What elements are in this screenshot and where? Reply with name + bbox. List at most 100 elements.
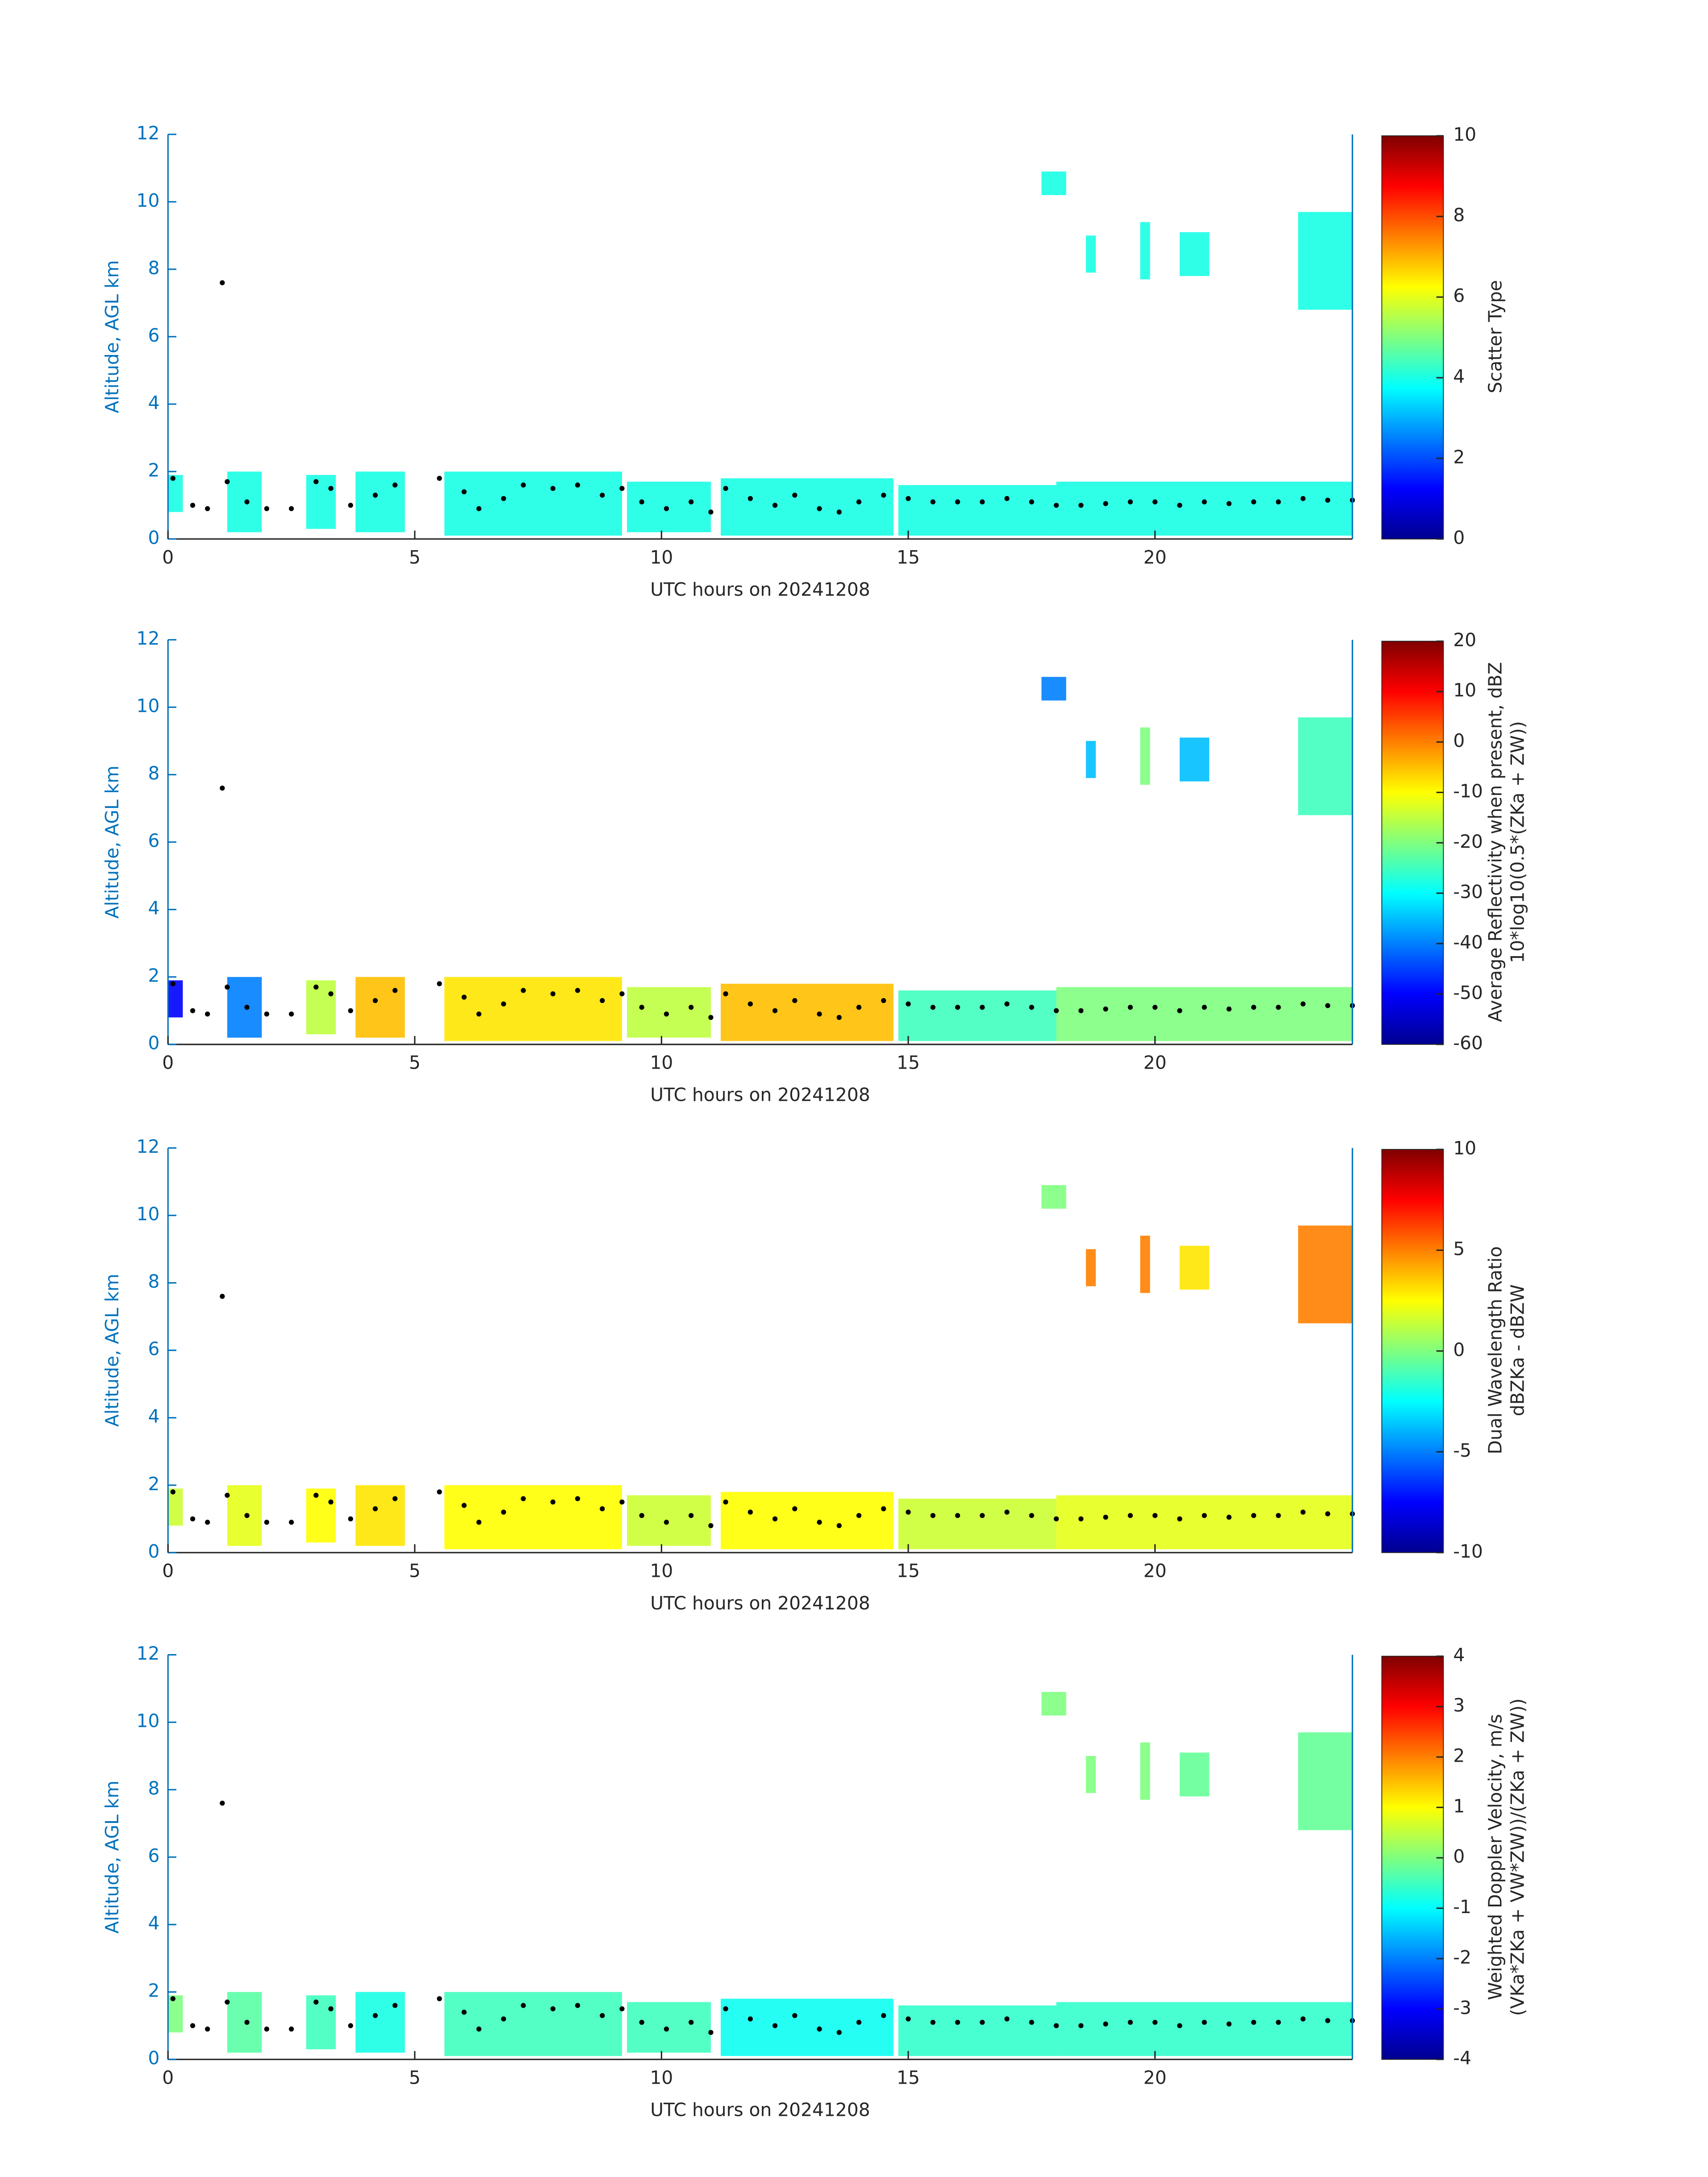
echo xyxy=(721,1998,894,2056)
colorbar-tick-label: -60 xyxy=(1453,1032,1483,1054)
cloud-base-point xyxy=(1103,1006,1108,1012)
cloud-base-point xyxy=(619,991,625,997)
x-tick-label: 0 xyxy=(162,2067,174,2089)
echo xyxy=(444,1992,622,2056)
colorbar-tick-label: 2 xyxy=(1453,1745,1465,1766)
cloud-base-point xyxy=(205,1520,210,1525)
y-tick-label: 8 xyxy=(148,257,159,279)
cloud-base-point xyxy=(1251,1513,1257,1518)
cloud-base-point xyxy=(461,2010,467,2015)
cloud-base-point xyxy=(664,2027,669,2032)
cloud-base-point xyxy=(264,1011,269,1017)
cloud-base-point xyxy=(817,1011,822,1017)
cloud-base-point xyxy=(619,486,625,491)
cloud-base-point xyxy=(205,1011,210,1017)
cloud-base-point xyxy=(930,1513,935,1518)
x-axis-label: UTC hours on 20241208 xyxy=(650,1084,870,1106)
cloud-base-point xyxy=(476,1011,482,1017)
colorbar-tick-label: -30 xyxy=(1453,881,1483,903)
cloud-base-point xyxy=(1177,1008,1182,1013)
cloud-base-point xyxy=(930,1005,935,1010)
echo xyxy=(168,980,183,1018)
cloud-base-point xyxy=(689,2019,694,2025)
cloud-base-point xyxy=(980,1005,985,1010)
colorbar-label: Average Reflectivity when present, dBZ xyxy=(1485,662,1506,1022)
colorbar-tick-label: 10 xyxy=(1453,124,1476,145)
cloud-base-point xyxy=(1004,1001,1010,1007)
x-tick-label: 15 xyxy=(897,1052,920,1074)
cloud-base-point xyxy=(437,1996,442,2002)
cloud-base-point xyxy=(1325,2018,1331,2023)
cloud-base-point xyxy=(1177,1516,1182,1521)
colorbar-tick-label: 5 xyxy=(1453,1238,1465,1260)
cloud-base-point xyxy=(521,2003,526,2008)
echo xyxy=(1298,717,1353,815)
y-tick-label: 8 xyxy=(148,1271,159,1292)
echo xyxy=(1056,987,1353,1041)
cloud-base-point xyxy=(1053,2023,1059,2028)
x-tick-label: 15 xyxy=(897,2067,920,2089)
echo xyxy=(1086,235,1096,273)
cloud-base-point xyxy=(856,499,862,505)
y-axis-label: Altitude, AGL km xyxy=(101,1274,123,1427)
echo xyxy=(1179,737,1210,781)
echo xyxy=(898,1498,1057,1550)
cloud-base-point xyxy=(1202,1005,1207,1010)
cloud-base-point xyxy=(1004,2016,1010,2022)
cloud-base-point xyxy=(708,1015,714,1020)
cloud-base-point xyxy=(980,2019,985,2025)
colorbar-tick-label: -2 xyxy=(1453,1947,1471,1968)
echo xyxy=(168,475,183,512)
echo xyxy=(306,1488,336,1543)
x-tick-label: 20 xyxy=(1144,1052,1167,1074)
cloud-base-point xyxy=(881,1506,886,1512)
cloud-base-point xyxy=(288,1520,294,1525)
cloud-base-point xyxy=(1300,1001,1306,1007)
cloud-base-point xyxy=(955,2019,960,2025)
y-tick-label: 4 xyxy=(148,1406,159,1427)
x-tick-label: 10 xyxy=(650,2067,673,2089)
echo xyxy=(1056,1495,1353,1550)
cloud-base-point xyxy=(1226,2021,1232,2027)
cloud-base-point xyxy=(600,2013,605,2018)
cloud-base-point xyxy=(881,493,886,498)
echo xyxy=(898,2005,1057,2056)
cloud-base-point xyxy=(639,1005,644,1010)
colorbar xyxy=(1381,1655,1444,2060)
y-axis-label: Altitude, AGL km xyxy=(101,1780,123,1934)
cloud-base-point xyxy=(639,1513,644,1518)
cloud-base-point xyxy=(817,2027,822,2032)
cloud-base-point xyxy=(521,1496,526,1501)
cloud-base-point xyxy=(881,998,886,1003)
cloud-base-point xyxy=(190,1008,196,1013)
cloud-base-point xyxy=(372,998,378,1003)
cloud-base-point xyxy=(1251,1005,1257,1010)
cloud-base-point xyxy=(792,493,798,498)
y-tick-label: 2 xyxy=(148,1980,159,2002)
colorbar-tick-label: 0 xyxy=(1453,730,1465,752)
cloud-base-point xyxy=(639,2019,644,2025)
echo xyxy=(306,475,336,529)
echo xyxy=(1140,1236,1150,1293)
cloud-base-point xyxy=(1128,2019,1133,2025)
cloud-base-point xyxy=(856,1005,862,1010)
colorbar xyxy=(1381,135,1444,539)
cloud-base-point xyxy=(461,1503,467,1508)
cloud-base-point xyxy=(501,496,506,501)
y-tick-label: 0 xyxy=(148,2047,159,2069)
cloud-base-point xyxy=(476,2027,482,2032)
cloud-base-point xyxy=(664,1520,669,1525)
cloud-base-point xyxy=(1029,2019,1034,2025)
cloud-base-point xyxy=(1177,502,1182,508)
y-axis-label: Altitude, AGL km xyxy=(101,765,123,919)
axes: 0 2 4 6 8 10 12 Altitude, AGL km xyxy=(101,1136,1353,1562)
echo xyxy=(168,1488,183,1526)
echo xyxy=(721,478,894,536)
x-tick-label: 5 xyxy=(409,1560,421,1582)
cloud-base-point xyxy=(244,1513,250,1518)
echo xyxy=(1179,232,1210,276)
cloud-base-point xyxy=(836,1523,842,1529)
cloud-base-point xyxy=(1078,1516,1084,1521)
